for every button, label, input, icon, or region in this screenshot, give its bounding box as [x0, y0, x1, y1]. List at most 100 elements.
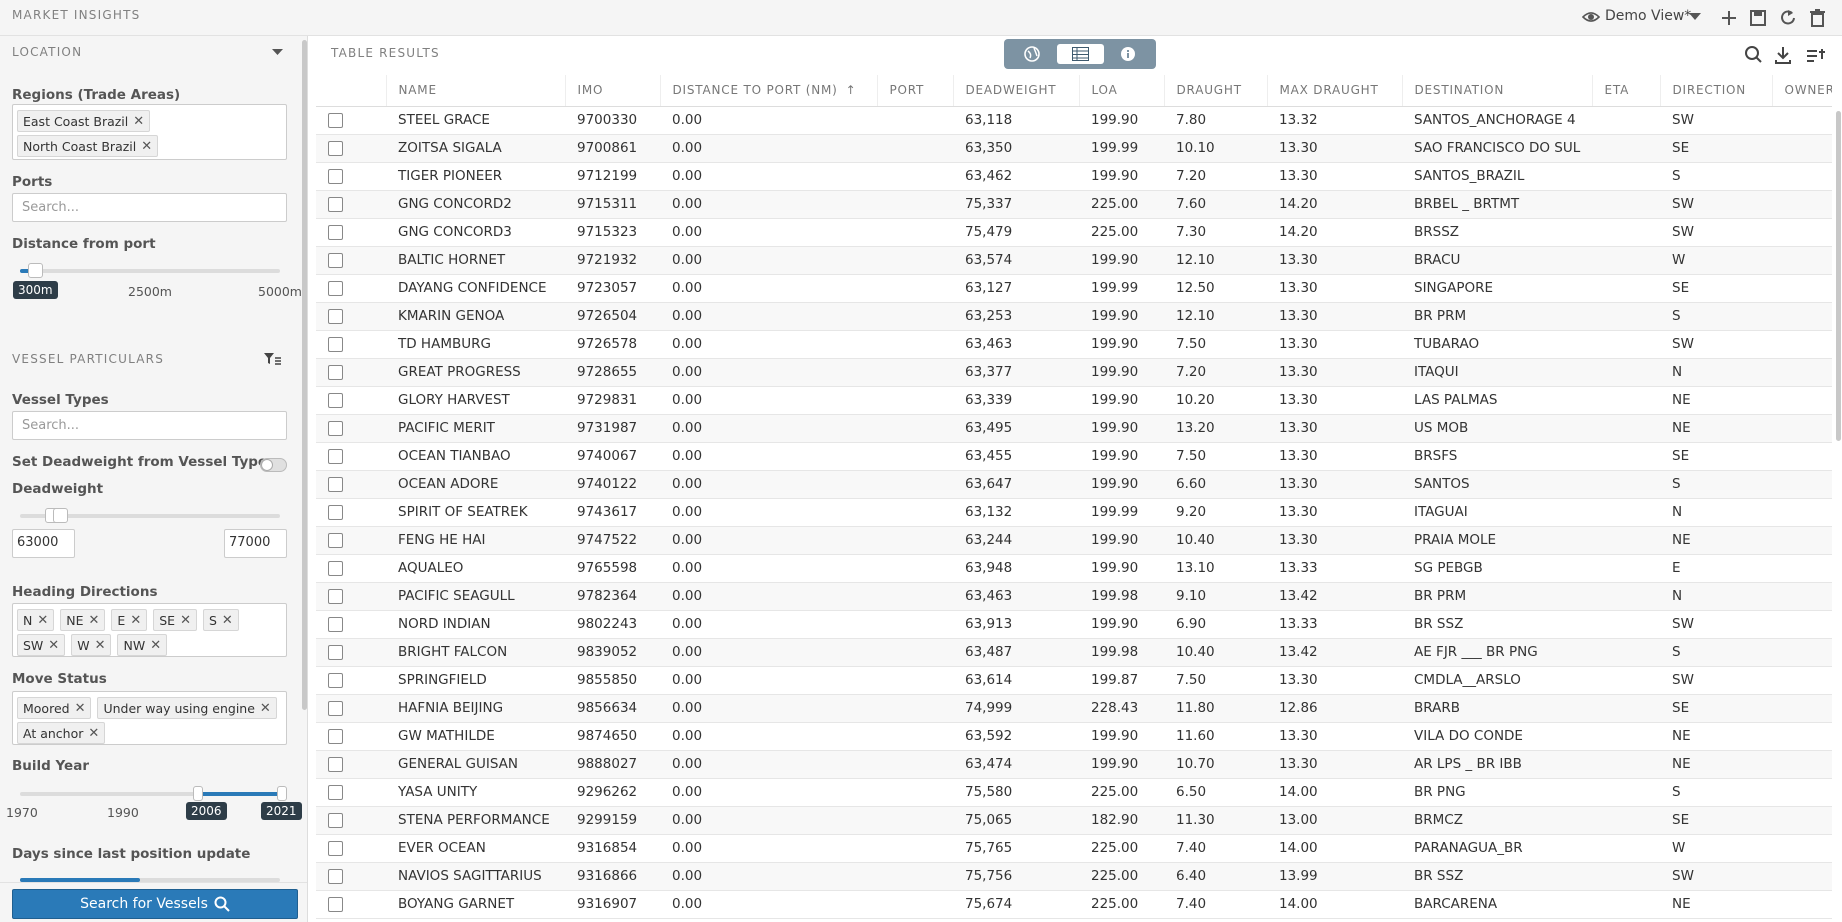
table-row[interactable]: PACIFIC SEAGULL 9782364 0.00 63,463 199.98 9.…: [316, 582, 1832, 611]
row-checkbox[interactable]: [328, 448, 343, 464]
row-checkbox[interactable]: [328, 756, 343, 772]
dropdown-icon[interactable]: [1689, 13, 1701, 21]
row-checkbox[interactable]: [328, 700, 343, 716]
table-row[interactable]: GLORY HARVEST 9729831 0.00 63,339 199.90 10.2…: [316, 386, 1832, 415]
chip-remove[interactable]: ✕: [130, 612, 142, 628]
table-row[interactable]: AQUALEO 9765598 0.00 63,948 199.90 13.10 13.33…: [316, 554, 1832, 583]
deadweight-max[interactable]: 77000: [224, 529, 287, 558]
chip-remove[interactable]: ✕: [259, 700, 271, 716]
column-header[interactable]: ETA: [1591, 75, 1660, 107]
table-row[interactable]: OCEAN ADORE 9740122 0.00 63,647 199.90 6.60 13…: [316, 470, 1832, 499]
table-row[interactable]: SPRINGFIELD 9855850 0.00 63,614 199.87 7.50 13…: [316, 666, 1832, 695]
row-checkbox[interactable]: [328, 644, 343, 660]
row-checkbox[interactable]: [328, 392, 343, 408]
table-row[interactable]: NAVIOS SAGITTARIUS 9316866 0.00 75,756 225.0…: [316, 862, 1832, 891]
collapse-icon[interactable]: [272, 49, 283, 56]
row-checkbox[interactable]: [328, 504, 343, 520]
table-row[interactable]: STEEL GRACE 9700330 0.00 63,118 199.90 7.80 13…: [316, 106, 1832, 135]
table-row[interactable]: DAYANG CONFIDENCE 9723057 0.00 63,127 199.99…: [316, 274, 1832, 303]
row-checkbox[interactable]: [328, 840, 343, 856]
row-checkbox[interactable]: [328, 812, 343, 828]
vessel-types-input[interactable]: Search...: [12, 411, 287, 440]
table-row[interactable]: NORD INDIAN 9802243 0.00 63,913 199.90 6.90 13…: [316, 610, 1832, 639]
chip-remove[interactable]: ✕: [150, 637, 162, 653]
column-header[interactable]: MAX DRAUGHT: [1266, 75, 1402, 107]
row-checkbox[interactable]: [328, 252, 343, 268]
chip-remove[interactable]: ✕: [88, 612, 100, 628]
table-row[interactable]: ZOITSA SIGALA 9700861 0.00 63,350 199.99 10.1…: [316, 134, 1832, 163]
table-view[interactable]: [1057, 44, 1104, 64]
chip-remove[interactable]: ✕: [74, 700, 86, 716]
view-selector[interactable]: Demo View*: [1605, 8, 1692, 24]
column-header[interactable]: DESTINATION: [1401, 75, 1592, 107]
table-row[interactable]: GNG CONCORD3 9715323 0.00 75,479 225.00 7.30 1…: [316, 218, 1832, 247]
table-row[interactable]: PACIFIC MERIT 9731987 0.00 63,495 199.90 13.2…: [316, 414, 1832, 443]
row-checkbox[interactable]: [328, 112, 343, 128]
column-header[interactable]: PORT: [876, 75, 953, 107]
table-row[interactable]: OCEAN TIANBAO 9740067 0.00 63,455 199.90 7.50…: [316, 442, 1832, 471]
column-header[interactable]: OWNER: [1771, 75, 1832, 107]
ports-input[interactable]: Search...: [12, 193, 287, 222]
map-view[interactable]: [1024, 46, 1040, 62]
table-row[interactable]: STENA PERFORMANCE 9299159 0.00 75,065 182.90…: [316, 806, 1832, 835]
chip-remove[interactable]: ✕: [48, 637, 60, 653]
row-checkbox[interactable]: [328, 476, 343, 492]
row-checkbox[interactable]: [328, 140, 343, 156]
table-tools[interactable]: [1744, 45, 1840, 65]
row-checkbox[interactable]: [328, 336, 343, 352]
row-checkbox[interactable]: [328, 224, 343, 240]
table-row[interactable]: GENERAL GUISAN 9888027 0.00 63,474 199.90 10.…: [316, 750, 1832, 779]
toggle[interactable]: [260, 458, 287, 472]
table-row[interactable]: YASA UNITY 9296262 0.00 75,580 225.00 6.50 14.…: [316, 778, 1832, 807]
headings-input[interactable]: N ✕ NE ✕ E ✕ SE ✕ S ✕ SW ✕ W ✕ NW ✕: [12, 603, 287, 657]
table-row[interactable]: BOYANG GARNET 9316907 0.00 75,674 225.00 7.40…: [316, 890, 1832, 919]
column-header[interactable]: DRAUGHT: [1163, 75, 1267, 107]
toolbar-icons[interactable]: [1720, 8, 1840, 28]
table-row[interactable]: EVER OCEAN 9316854 0.00 75,765 225.00 7.40 14.…: [316, 834, 1832, 863]
table-row[interactable]: BALTIC HORNET 9721932 0.00 63,574 199.90 12.1…: [316, 246, 1832, 275]
slider-handle[interactable]: [277, 786, 287, 801]
slider-handle[interactable]: [53, 508, 68, 523]
row-checkbox[interactable]: [328, 868, 343, 884]
chip-remove[interactable]: ✕: [133, 113, 145, 129]
row-checkbox[interactable]: [328, 168, 343, 184]
column-header[interactable]: DISTANCE TO PORT (NM) ↑: [659, 75, 877, 107]
row-checkbox[interactable]: [328, 672, 343, 688]
table-row[interactable]: TD HAMBURG 9726578 0.00 63,463 199.90 7.50 13.…: [316, 330, 1832, 359]
table-row[interactable]: HAFNIA BEIJING 9856634 0.00 74,999 228.43 11.…: [316, 694, 1832, 723]
row-checkbox[interactable]: [328, 784, 343, 800]
table-row[interactable]: SPIRIT OF SEATREK 9743617 0.00 63,132 199.99…: [316, 498, 1832, 527]
info-view[interactable]: [1120, 46, 1136, 62]
row-checkbox[interactable]: [328, 280, 343, 296]
chip-remove[interactable]: ✕: [37, 612, 49, 628]
row-checkbox[interactable]: [328, 616, 343, 632]
column-header[interactable]: DEADWEIGHT: [952, 75, 1079, 107]
row-checkbox[interactable]: [328, 196, 343, 212]
chip-remove[interactable]: ✕: [180, 612, 191, 628]
row-checkbox[interactable]: [328, 560, 343, 576]
filter-icon[interactable]: [263, 352, 281, 366]
deadweight-min[interactable]: 63000: [12, 529, 75, 558]
column-header[interactable]: NAME: [385, 75, 565, 107]
regions-input[interactable]: East Coast Brazil ✕ North Coast Brazil ✕: [12, 104, 287, 160]
move-status-input[interactable]: Moored ✕ Under way using engine ✕ At anchor ✕: [12, 691, 287, 745]
table-row[interactable]: GREAT PROGRESS 9728655 0.00 63,377 199.90 7.2…: [316, 358, 1832, 387]
row-checkbox[interactable]: [328, 420, 343, 436]
row-checkbox[interactable]: [328, 896, 343, 912]
row-checkbox[interactable]: [328, 308, 343, 324]
table-row[interactable]: BRIGHT FALCON 9839052 0.00 63,487 199.98 10.4…: [316, 638, 1832, 667]
chip-remove[interactable]: ✕: [141, 138, 153, 154]
chip-remove[interactable]: ✕: [221, 612, 233, 628]
slider-handle[interactable]: [193, 786, 203, 801]
column-header[interactable]: DIRECTION: [1659, 75, 1772, 107]
column-header[interactable]: LOA: [1078, 75, 1164, 107]
row-checkbox[interactable]: [328, 364, 343, 380]
slider-handle[interactable]: [28, 263, 43, 278]
table-row[interactable]: GNG CONCORD2 9715311 0.00 75,337 225.00 7.60 1…: [316, 190, 1832, 219]
column-header[interactable]: IMO: [564, 75, 660, 107]
chip-remove[interactable]: ✕: [88, 725, 100, 741]
row-checkbox[interactable]: [328, 588, 343, 604]
table-row[interactable]: TIGER PIONEER 9712199 0.00 63,462 199.90 7.20…: [316, 162, 1832, 191]
row-checkbox[interactable]: [328, 728, 343, 744]
search-button[interactable]: Search for Vessels: [12, 889, 298, 919]
